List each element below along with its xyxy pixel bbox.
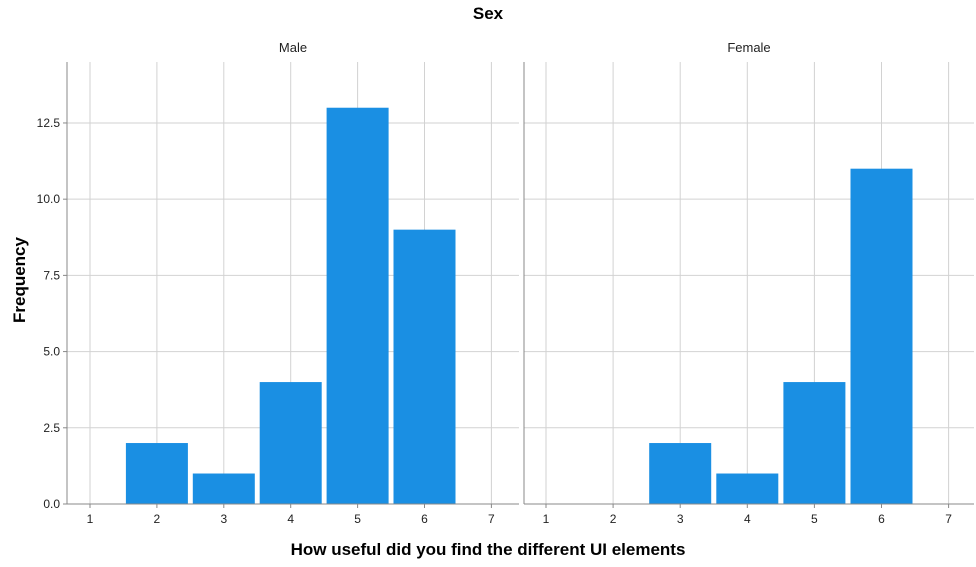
panel-label-female: Female (727, 40, 770, 55)
y-tick-label-2.5: 2.5 (43, 421, 60, 435)
x-tick-label-male-5: 5 (354, 512, 361, 526)
x-axis-label: How useful did you find the different UI… (290, 540, 686, 559)
x-tick-label-female-2: 2 (610, 512, 617, 526)
x-tick-label-female-5: 5 (811, 512, 818, 526)
bar-male-3 (192, 473, 255, 504)
x-tick-label-female-4: 4 (744, 512, 751, 526)
x-tick-label-male-1: 1 (87, 512, 94, 526)
x-tick-label-female-6: 6 (878, 512, 885, 526)
x-tick-label-male-2: 2 (154, 512, 161, 526)
bar-female-5 (783, 382, 846, 504)
x-tick-label-male-7: 7 (488, 512, 495, 526)
x-tick-label-male-4: 4 (287, 512, 294, 526)
x-tick-label-female-7: 7 (945, 512, 952, 526)
bar-female-3 (649, 443, 712, 504)
y-tick-label-10.0: 10.0 (37, 192, 61, 206)
x-tick-label-female-1: 1 (543, 512, 550, 526)
x-tick-label-female-3: 3 (677, 512, 684, 526)
x-tick-label-male-3: 3 (220, 512, 227, 526)
bar-female-6 (850, 168, 913, 505)
y-tick-label-5.0: 5.0 (43, 345, 60, 359)
x-tick-label-male-6: 6 (421, 512, 428, 526)
bar-male-5 (326, 107, 389, 505)
bar-male-4 (259, 382, 322, 504)
bar-female-4 (716, 473, 779, 504)
chart-title: Sex (472, 4, 504, 23)
panel-label-male: Male (279, 40, 307, 55)
y-tick-label-0.0: 0.0 (43, 497, 60, 511)
y-tick-label-12.5: 12.5 (37, 116, 61, 130)
bar-male-6 (393, 229, 456, 505)
y-tick-label-7.5: 7.5 (43, 268, 60, 282)
bar-male-2 (125, 443, 188, 504)
